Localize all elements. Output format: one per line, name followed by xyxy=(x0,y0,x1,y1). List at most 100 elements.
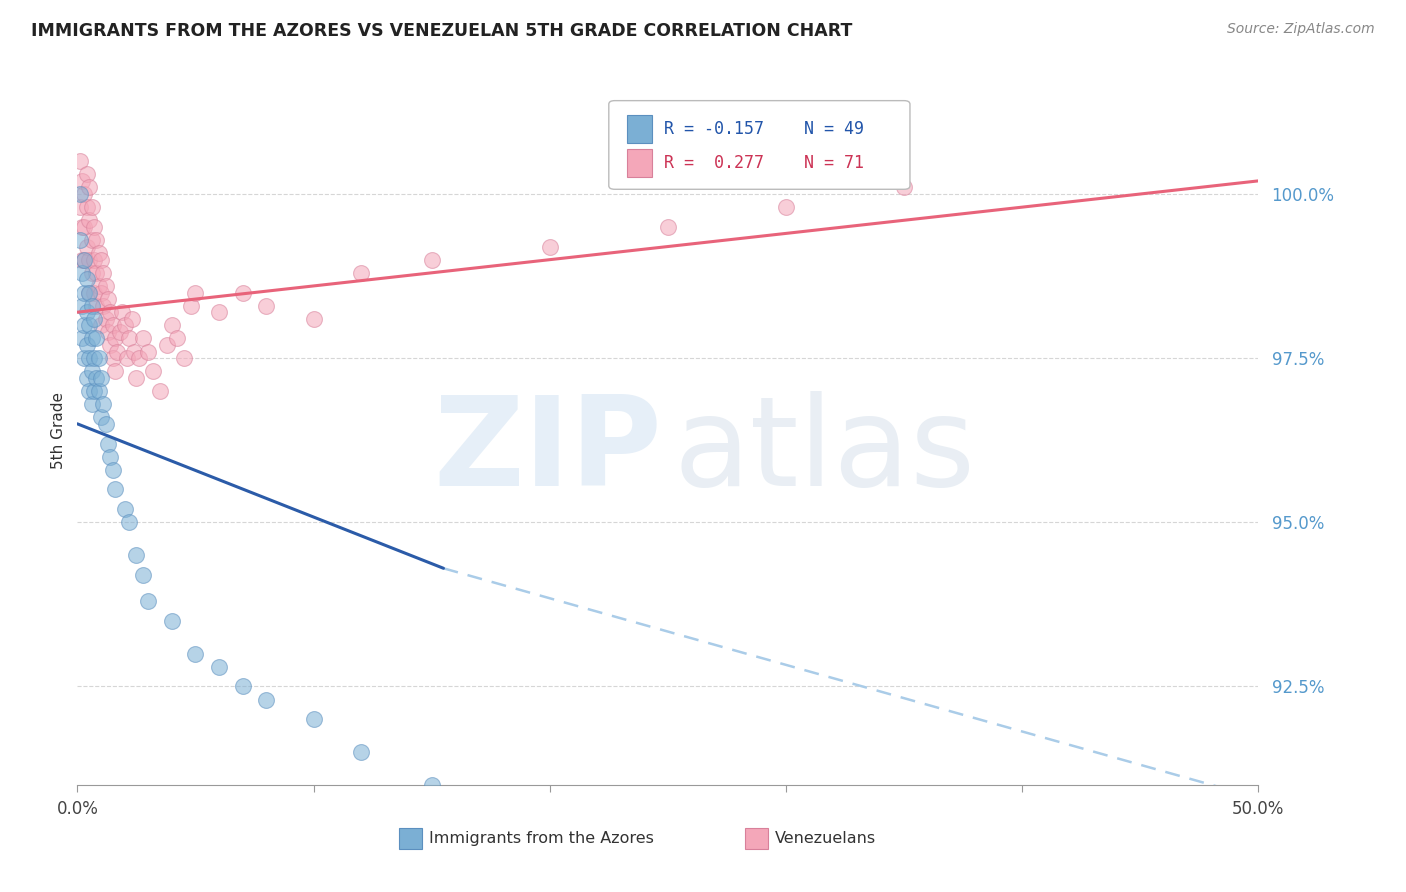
Point xyxy=(208,305,231,319)
Point xyxy=(70,174,93,188)
Point xyxy=(420,778,443,792)
Point xyxy=(77,285,100,300)
Point xyxy=(73,351,96,366)
Point xyxy=(80,233,103,247)
Point xyxy=(84,299,107,313)
Bar xyxy=(745,828,768,849)
Point xyxy=(100,450,122,464)
Point xyxy=(77,285,100,300)
Point xyxy=(80,299,103,313)
Point xyxy=(104,364,127,378)
Y-axis label: 5th Grade: 5th Grade xyxy=(51,392,66,469)
Point xyxy=(166,331,188,345)
Point xyxy=(125,371,148,385)
Point xyxy=(84,331,107,345)
Text: atlas: atlas xyxy=(673,392,976,512)
Point xyxy=(101,351,124,366)
Point xyxy=(350,745,373,759)
Point xyxy=(76,371,98,385)
Point xyxy=(77,180,100,194)
Point xyxy=(254,692,277,706)
Point xyxy=(101,318,124,333)
Point xyxy=(122,344,145,359)
Point xyxy=(100,305,122,319)
Point xyxy=(83,285,105,300)
Point xyxy=(80,200,103,214)
Point xyxy=(775,200,797,214)
Point xyxy=(350,266,373,280)
Point xyxy=(87,279,110,293)
Point xyxy=(76,167,98,181)
Point xyxy=(80,266,103,280)
Point xyxy=(90,252,112,267)
Point xyxy=(84,371,107,385)
Point xyxy=(254,299,277,313)
Point xyxy=(70,331,93,345)
Point xyxy=(70,299,93,313)
Point xyxy=(107,344,129,359)
Point xyxy=(76,272,98,286)
Point xyxy=(180,299,202,313)
Point xyxy=(87,246,110,260)
Point xyxy=(87,351,110,366)
Point xyxy=(91,397,114,411)
Point xyxy=(232,285,254,300)
Point xyxy=(125,548,148,562)
Point xyxy=(149,384,172,398)
Text: Venezuelans: Venezuelans xyxy=(775,830,876,846)
Point xyxy=(73,219,96,234)
Point xyxy=(132,331,155,345)
Point xyxy=(97,325,120,339)
Point xyxy=(173,351,195,366)
Point xyxy=(73,186,96,201)
Point xyxy=(90,371,112,385)
Point xyxy=(104,331,127,345)
Point xyxy=(77,213,100,227)
Point xyxy=(184,647,207,661)
Point xyxy=(69,200,91,214)
Point xyxy=(115,351,138,366)
Point xyxy=(90,410,112,425)
Point xyxy=(97,436,120,450)
Point xyxy=(83,351,105,366)
Point xyxy=(73,285,96,300)
Point xyxy=(94,279,117,293)
Point xyxy=(121,311,143,326)
Point xyxy=(80,331,103,345)
Point xyxy=(76,239,98,253)
Point xyxy=(70,252,93,267)
Point xyxy=(232,680,254,694)
Point xyxy=(70,219,93,234)
Text: Immigrants from the Azores: Immigrants from the Azores xyxy=(429,830,654,846)
Point xyxy=(302,712,325,726)
Point xyxy=(111,305,134,319)
Bar xyxy=(627,149,652,178)
Point xyxy=(136,344,159,359)
Point xyxy=(114,502,136,516)
Bar xyxy=(398,828,422,849)
Point xyxy=(84,233,107,247)
Point xyxy=(657,219,679,234)
Point xyxy=(132,567,155,582)
Point xyxy=(184,285,207,300)
Point xyxy=(97,292,120,306)
Point xyxy=(76,338,98,352)
Point xyxy=(73,252,96,267)
Point xyxy=(77,384,100,398)
Point xyxy=(104,483,127,497)
Point xyxy=(83,219,105,234)
Point xyxy=(118,516,141,530)
Point xyxy=(73,252,96,267)
Point xyxy=(83,311,105,326)
Point xyxy=(128,351,150,366)
Point xyxy=(80,397,103,411)
Point xyxy=(208,659,231,673)
Point xyxy=(100,338,122,352)
FancyBboxPatch shape xyxy=(609,101,910,189)
Point xyxy=(538,239,561,253)
Point xyxy=(142,364,165,378)
Text: R = -0.157    N = 49: R = -0.157 N = 49 xyxy=(664,120,865,138)
Point xyxy=(69,186,91,201)
Point xyxy=(73,318,96,333)
Point xyxy=(90,285,112,300)
